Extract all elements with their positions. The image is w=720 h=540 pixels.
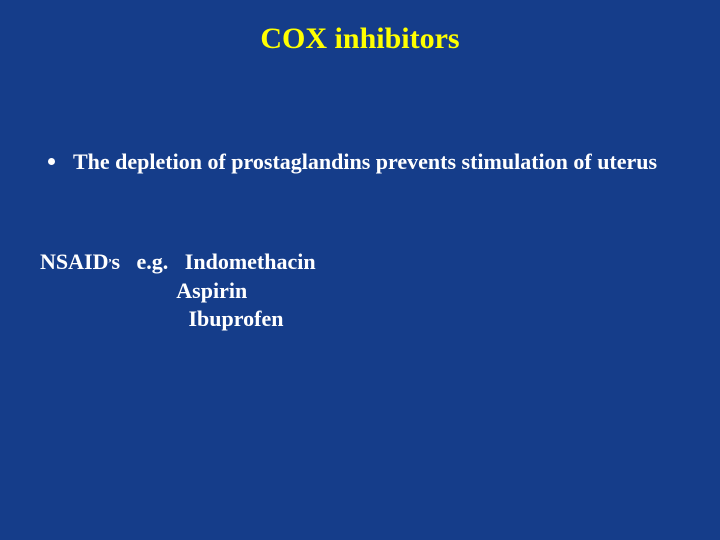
nsaid-suffix: s e.g. xyxy=(111,249,184,274)
nsaid-line-2: Aspirin xyxy=(40,277,316,306)
bullet-marker xyxy=(48,158,55,165)
bullet-text: The depletion of prostaglandins prevents… xyxy=(73,148,657,176)
slide: COX inhibitors The depletion of prostagl… xyxy=(0,0,720,540)
nsaid-line-1: NSAID,s e.g. Indomethacin xyxy=(40,248,316,277)
nsaid-block: NSAID,s e.g. Indomethacin Aspirin Ibupro… xyxy=(40,248,316,334)
nsaid-drug1: Indomethacin xyxy=(185,249,316,274)
nsaid-line-3: Ibuprofen xyxy=(40,305,316,334)
nsaid-prefix: NSAID xyxy=(40,249,108,274)
slide-title: COX inhibitors xyxy=(0,22,720,56)
bullet-item: The depletion of prostaglandins prevents… xyxy=(48,148,680,176)
